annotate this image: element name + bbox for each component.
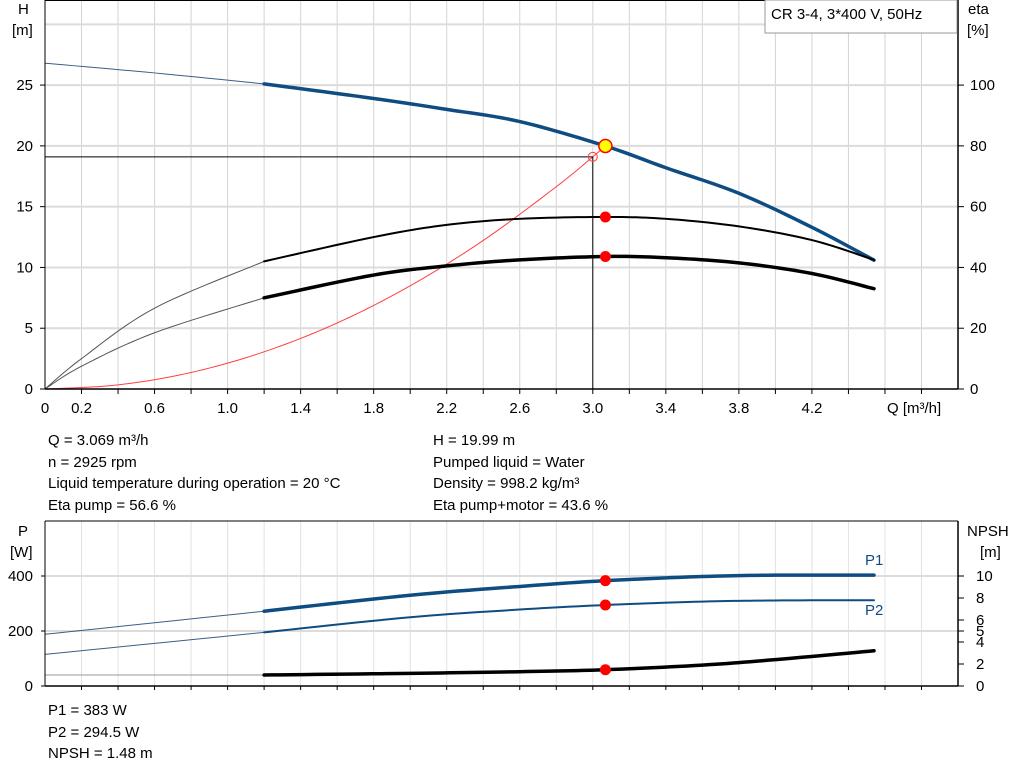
- bottom-curves: [44, 573, 876, 677]
- result-h: H = 19.99 m: [433, 432, 516, 449]
- result-pumped-liquid: Pumped liquid = Water: [433, 453, 585, 471]
- title-box: [764, 0, 958, 34]
- result-npsh: NPSH = 1.48 m: [48, 745, 153, 762]
- bottom-grid: [45, 521, 958, 686]
- y-tick-label: 0: [25, 381, 33, 398]
- x-tick-label: 3.8: [728, 400, 749, 417]
- results-top-right: H = 19.99 m Pumped liquid = Water Densit…: [433, 430, 608, 516]
- x-tick-label: 0: [41, 400, 49, 417]
- eta-total-curve: [262, 254, 876, 300]
- duty-point-p1: [599, 575, 611, 587]
- npsh-curve: [262, 649, 876, 677]
- result-q: Q = 3.069 m³/h: [48, 432, 149, 449]
- head-curve-extrapolated: [44, 62, 265, 85]
- x-tick-label: 0.2: [71, 400, 92, 417]
- y2-tick-label: 6: [976, 612, 984, 629]
- chart-title: CR 3-4, 3*400 V, 50Hz: [771, 6, 922, 23]
- result-p1: P1 = 383 W: [48, 702, 127, 719]
- eta-pump-curve: [263, 215, 876, 263]
- y-tick-label: 20: [16, 138, 33, 155]
- y-tick-label: 25: [16, 77, 33, 94]
- results-top-left: Q = 3.069 m³/h n = 2925 rpm Liquid tempe…: [48, 430, 340, 516]
- requested-point-marker: [587, 151, 598, 162]
- result-eta-total: Eta pump+motor = 43.6 %: [433, 496, 609, 514]
- result-liquid-temp: Liquid temperature during operation = 20…: [48, 475, 341, 492]
- x-tick-label: 3.4: [655, 400, 676, 417]
- y2-tick-label: 60: [970, 199, 987, 216]
- y-label-p: P: [18, 523, 28, 540]
- y2-tick-label: 8: [976, 590, 984, 607]
- top-curves: [44, 62, 876, 390]
- result-n: n = 2925 rpm: [48, 453, 137, 471]
- x-tick-label: 2.6: [509, 400, 530, 417]
- legend-p2: P2: [865, 602, 883, 619]
- x-tick-label: 1.0: [217, 400, 238, 417]
- p2-curve: [263, 599, 876, 634]
- y2-tick-label: 40: [970, 259, 987, 276]
- x-tick-label: 0.6: [144, 400, 165, 417]
- result-density: Density = 998.2 kg/m³: [433, 475, 580, 492]
- duty-point-eta-pump: [599, 211, 611, 223]
- x-axis-label: Q [m³/h]: [887, 400, 941, 417]
- x-tick-label: 1.4: [290, 400, 311, 417]
- y2-tick-label: 100: [970, 77, 995, 94]
- y2-tick-label: 80: [970, 138, 987, 155]
- y-tick-label: 10: [16, 259, 33, 276]
- duty-point-npsh: [599, 664, 611, 676]
- y-tick-label: 15: [16, 199, 33, 216]
- y2-tick-label: 10: [976, 568, 993, 585]
- y2-label-eta: eta: [968, 1, 990, 18]
- p2-curve-extrapolated: [44, 631, 265, 655]
- duty-point-head: [598, 138, 613, 154]
- eta-pump-curve-extrapolated: [44, 260, 265, 390]
- y-tick-label: 0: [25, 678, 33, 695]
- x-tick-label: 2.2: [436, 400, 457, 417]
- eta-total-curve-extrapolated: [44, 297, 265, 390]
- y-tick-label: 5: [25, 320, 33, 337]
- y2-label-eta-unit: [%]: [967, 22, 989, 39]
- top-grid: [45, 0, 958, 389]
- y2-tick-label: 20: [970, 320, 987, 337]
- y-tick-label: 200: [8, 623, 33, 640]
- y-label-h-unit: [m]: [12, 22, 33, 39]
- axes: 0 0.2 0.6 1.0 1.4 1.8 2.2 2.6 3.0 3.4 3.8 4.2 0 5 10 15…: [8, 0, 995, 695]
- duty-point-p2: [599, 599, 611, 611]
- x-tick-label: 4.2: [801, 400, 822, 417]
- legend-p1: P1: [865, 552, 883, 569]
- y2-tick-label: 0: [970, 381, 978, 398]
- results-bottom: P1 = 383 W P2 = 294.5 W NPSH = 1.48 m: [48, 700, 153, 765]
- system-curve: [44, 145, 606, 390]
- y2-tick-label: 2: [976, 656, 984, 673]
- y-label-p-unit: [W]: [10, 544, 33, 561]
- x-tick-label: 1.8: [363, 400, 384, 417]
- y2-label-npsh-unit: [m]: [980, 544, 1001, 561]
- result-eta-pump: Eta pump = 56.6 %: [48, 496, 176, 514]
- x-tick-label: 3.0: [582, 400, 603, 417]
- result-p2: P2 = 294.5 W: [48, 723, 140, 741]
- duty-point-eta-total: [599, 250, 611, 262]
- y-tick-label: 400: [8, 568, 33, 585]
- p1-curve-extrapolated: [44, 610, 265, 635]
- y2-label-npsh: NPSH: [967, 523, 1009, 540]
- y-label-h: H: [18, 1, 29, 18]
- y2-tick-label: 5: [976, 623, 984, 640]
- y2-tick-label: 4: [976, 634, 984, 651]
- y2-tick-label: 0: [976, 678, 984, 695]
